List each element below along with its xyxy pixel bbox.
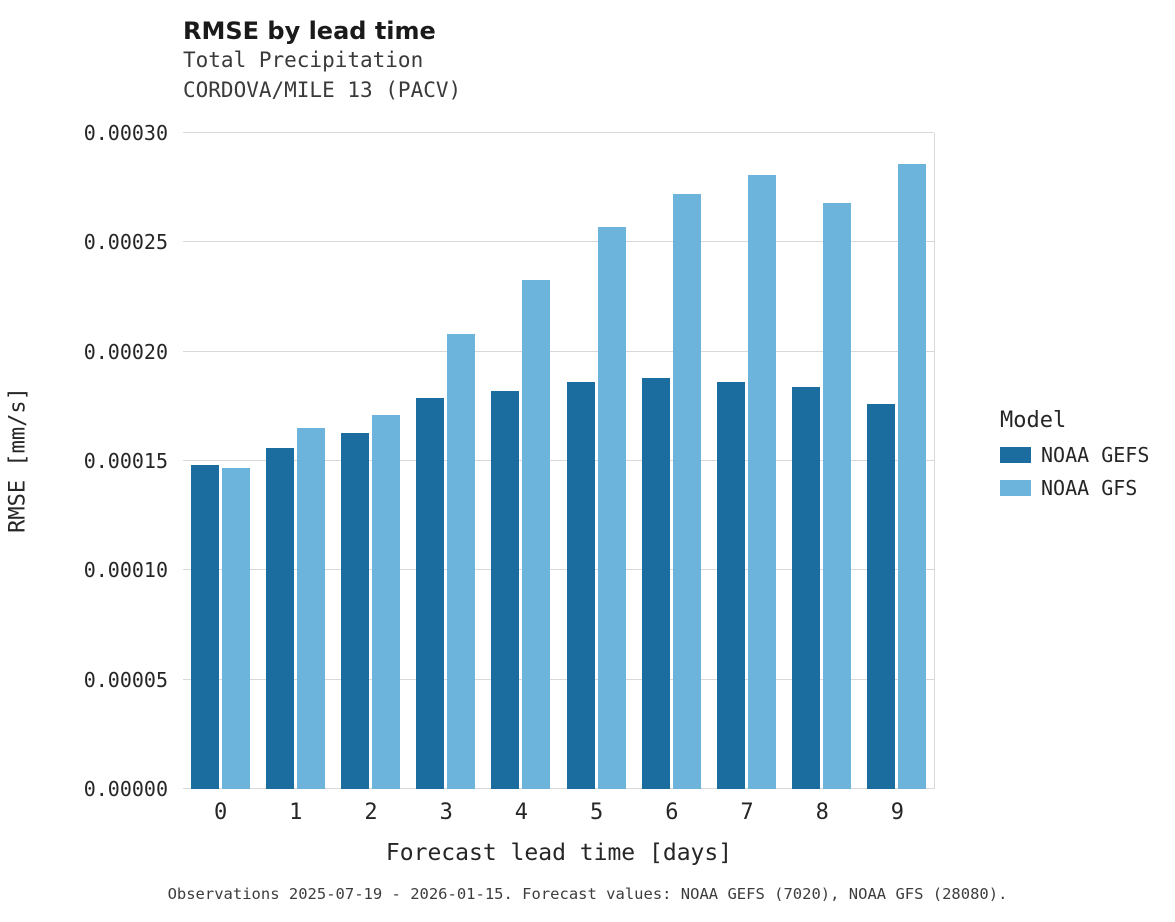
legend: Model NOAA GEFS NOAA GFS — [1000, 408, 1149, 509]
bar-group-2 — [333, 133, 408, 789]
y-tick-label: 0.00000 — [83, 777, 168, 801]
x-tick-label: 1 — [289, 800, 303, 825]
x-tick-label: 5 — [589, 800, 604, 825]
bar-noaa-gefs-2 — [341, 432, 370, 789]
gridline — [183, 569, 934, 571]
gridline — [183, 460, 934, 461]
bar-noaa-gefs-0 — [191, 465, 220, 789]
legend-swatch — [1000, 480, 1031, 496]
bar-noaa-gefs-7 — [716, 382, 745, 789]
bar-noaa-gfs-3 — [447, 334, 476, 789]
bar-group-0 — [183, 133, 258, 789]
bar-noaa-gefs-1 — [266, 447, 295, 789]
bar-group-8 — [784, 133, 859, 789]
y-tick-label: 0.00025 — [83, 230, 168, 255]
bar-group-9 — [859, 133, 934, 789]
gridline — [183, 788, 934, 789]
legend-label: NOAA GEFS — [1041, 443, 1150, 467]
x-axis-label: Forecast lead time [days] — [385, 840, 733, 866]
bar-noaa-gefs-4 — [491, 391, 520, 789]
bar-noaa-gfs-0 — [222, 467, 251, 789]
bar-noaa-gfs-7 — [747, 174, 776, 789]
bar-group-3 — [408, 133, 483, 789]
chart-title: RMSE by lead time — [183, 17, 436, 45]
legend-label: NOAA GFS — [1041, 476, 1138, 500]
legend-entry-noaa-gfs: NOAA GFS — [1000, 476, 1149, 500]
gridline — [183, 132, 934, 133]
bar-group-4 — [483, 133, 558, 789]
y-tick-label: 0.00005 — [83, 667, 168, 692]
legend-title: Model — [1000, 408, 1067, 433]
x-tick-label: 0 — [213, 800, 228, 825]
y-tick-label: 0.00015 — [83, 449, 168, 473]
y-tick-label: 0.00010 — [83, 558, 168, 583]
bar-noaa-gfs-5 — [597, 227, 626, 789]
gridline — [183, 241, 934, 243]
bar-noaa-gfs-8 — [822, 202, 851, 789]
bar-group-6 — [634, 133, 709, 789]
bar-noaa-gfs-4 — [522, 279, 551, 789]
x-tick-label: 8 — [815, 800, 829, 825]
chart-subtitle-station: CORDOVA/MILE 13 (PACV) — [183, 77, 462, 102]
bar-noaa-gfs-2 — [372, 415, 401, 789]
legend-entries: NOAA GEFS NOAA GFS — [1000, 443, 1149, 500]
x-tick-label: 7 — [740, 800, 754, 825]
legend-swatch — [1000, 447, 1031, 463]
gridline — [183, 678, 934, 680]
y-tick-label: 0.00030 — [83, 121, 168, 145]
figure-caption: Observations 2025-07-19 - 2026-01-15. Fo… — [167, 885, 1008, 903]
bar-group-7 — [709, 133, 784, 789]
gridline — [183, 350, 934, 352]
y-axis-label: RMSE [mm/s] — [5, 387, 31, 533]
bar-noaa-gfs-6 — [672, 194, 701, 789]
bars-layer — [183, 133, 934, 789]
bar-noaa-gefs-9 — [866, 404, 895, 789]
y-axis-ticks: 0.00000 0.00005 0.00010 0.00015 0.00020 0.000… — [40, 121, 168, 801]
plot-area — [183, 132, 935, 789]
x-axis-ticks: 0 1 2 3 4 5 6 7 8 9 — [183, 800, 935, 825]
bar-group-5 — [558, 133, 633, 789]
bar-group-1 — [258, 133, 333, 789]
bar-noaa-gefs-6 — [641, 377, 670, 789]
x-tick-label: 6 — [665, 800, 679, 825]
bar-noaa-gefs-5 — [566, 382, 595, 789]
chart-subtitle-variable: Total Precipitation — [183, 48, 424, 72]
bar-noaa-gefs-3 — [416, 397, 445, 789]
x-tick-label: 2 — [364, 800, 378, 825]
x-tick-label: 3 — [439, 800, 453, 825]
bar-noaa-gefs-8 — [791, 386, 820, 789]
chart-header: RMSE by lead time Total Precipitation CO… — [183, 16, 461, 106]
bar-noaa-gfs-9 — [897, 163, 926, 789]
y-tick-label: 0.00020 — [83, 339, 168, 364]
bar-noaa-gfs-1 — [297, 428, 326, 789]
legend-entry-noaa-gefs: NOAA GEFS — [1000, 443, 1149, 467]
x-tick-label: 9 — [890, 800, 905, 825]
x-tick-label: 4 — [514, 800, 529, 825]
